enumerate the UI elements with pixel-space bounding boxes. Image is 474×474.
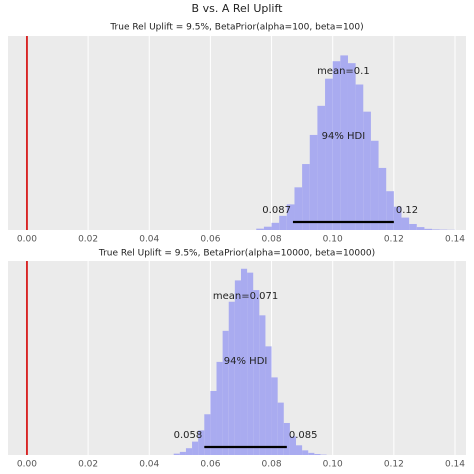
histogram-bar — [263, 226, 272, 230]
histogram-bar — [347, 63, 356, 230]
histogram-bar — [393, 206, 402, 230]
histogram-bar — [355, 84, 364, 230]
x-tick-label: 0.04 — [139, 235, 159, 245]
histogram-bar — [185, 448, 193, 455]
mean-label: mean=0.1 — [317, 66, 370, 77]
histogram-bar — [317, 105, 326, 230]
histogram-bar — [370, 140, 379, 230]
histogram-bar — [432, 229, 440, 230]
hdi-label: 94% HDI — [322, 131, 366, 142]
histogram-bar — [216, 361, 223, 455]
histogram-bar — [240, 268, 248, 455]
x-tick-label: 0.08 — [262, 235, 282, 245]
histogram-bar — [228, 301, 235, 455]
histogram-bar — [378, 167, 387, 230]
histogram-bar — [302, 164, 310, 230]
histogram-bar — [401, 217, 410, 230]
histogram-bar — [256, 228, 264, 230]
histogram-bar — [386, 191, 394, 230]
x-tick-label: 0.02 — [78, 235, 98, 245]
histogram-bar — [259, 315, 266, 455]
histogram-bar — [279, 215, 287, 230]
histogram-bar — [210, 390, 217, 455]
histogram-bar — [204, 414, 211, 455]
histogram-bar — [314, 454, 321, 455]
histogram-bar — [424, 228, 433, 230]
histogram-bar — [271, 222, 280, 230]
x-tick-label: 0.00 — [17, 460, 37, 470]
panel-title: True Rel Uplift = 9.5%, BetaPrior(alpha=… — [98, 249, 375, 259]
histogram-bar — [277, 402, 284, 455]
hdi-low-label: 0.087 — [262, 205, 291, 216]
histogram-bar — [302, 450, 309, 455]
histogram-bar — [179, 451, 186, 455]
panel-title: True Rel Uplift = 9.5%, BetaPrior(alpha=… — [109, 23, 363, 33]
histogram-bar — [332, 61, 341, 230]
x-tick-label: 0.04 — [139, 460, 159, 470]
x-tick-label: 0.14 — [445, 235, 465, 245]
mean-label: mean=0.071 — [213, 291, 278, 302]
histogram-bar — [253, 290, 260, 455]
histogram-bar — [363, 111, 371, 230]
histogram-bar — [286, 204, 295, 230]
histogram-bar — [192, 441, 199, 455]
histogram-bar — [308, 452, 315, 455]
histogram-bar — [296, 445, 303, 455]
histogram-bar — [294, 187, 303, 230]
histogram-bar — [247, 272, 254, 455]
histogram-bar — [416, 227, 425, 230]
x-tick-label: 0.14 — [445, 460, 465, 470]
x-tick-label: 0.08 — [262, 460, 282, 470]
histogram-bar — [340, 55, 348, 231]
histogram-bar — [265, 346, 272, 455]
histogram-bar — [409, 223, 417, 230]
x-tick-label: 0.06 — [200, 460, 220, 470]
hdi-high-label: 0.085 — [289, 430, 318, 441]
histogram-bar — [198, 430, 205, 455]
x-tick-label: 0.10 — [323, 235, 343, 245]
x-tick-label: 0.00 — [17, 235, 37, 245]
histogram-bar — [325, 78, 333, 231]
x-tick-label: 0.02 — [78, 460, 98, 470]
hdi-low-label: 0.058 — [174, 430, 203, 441]
histogram-bar — [283, 422, 290, 455]
histogram-bar — [234, 280, 241, 455]
x-tick-label: 0.10 — [323, 460, 343, 470]
x-tick-label: 0.06 — [200, 235, 220, 245]
hdi-label: 94% HDI — [224, 356, 268, 367]
figure-title: B vs. A Rel Uplift — [192, 2, 284, 15]
plot-area — [8, 36, 466, 230]
histogram-bar — [289, 436, 297, 455]
histogram-bar — [173, 453, 180, 455]
x-tick-label: 0.12 — [384, 235, 404, 245]
x-tick-label: 0.12 — [384, 460, 404, 470]
histogram-bar — [309, 134, 318, 230]
histogram-bar — [222, 330, 229, 455]
hdi-high-label: 0.12 — [396, 205, 418, 216]
histogram-bar — [271, 377, 278, 455]
